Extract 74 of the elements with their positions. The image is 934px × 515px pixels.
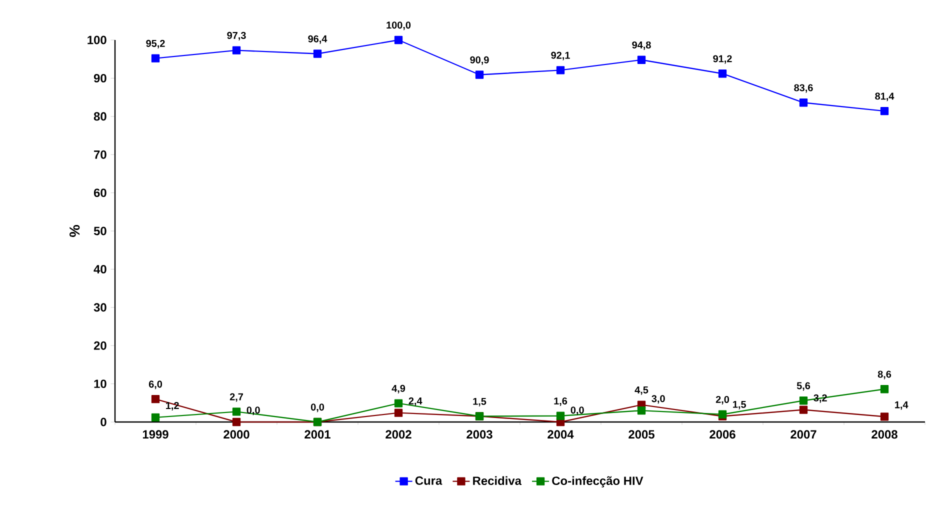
data-label: 1,6 [554,397,568,406]
data-label: 2,4 [408,397,422,406]
x-tick-label: 2000 [224,430,250,439]
point [880,106,889,116]
data-label: 81,4 [875,92,894,102]
data-label: 2,7 [230,393,243,402]
point [880,412,889,421]
y-tick-label: 50 [94,226,106,236]
x-tick-label: 2003 [466,430,492,439]
data-label: 90,9 [470,56,489,65]
point [556,66,565,74]
data-label: 8,6 [878,370,892,380]
y-tick-label: 40 [94,264,106,274]
point [394,408,403,417]
data-label: 95,2 [146,40,165,48]
data-label: 5,6 [796,382,810,391]
point [151,394,160,404]
data-label: 100,0 [386,22,411,30]
point [718,70,727,78]
data-label: 0,0 [310,404,324,412]
x-tick-label: 2005 [628,430,654,439]
point [799,98,808,107]
data-label: 83,6 [794,84,813,93]
point [151,54,160,62]
y-tick-label: 60 [94,188,106,198]
data-label: 4,9 [392,384,406,394]
data-label: 0,0 [246,406,260,416]
x-tick-label: 2006 [710,430,736,439]
data-label: 6,0 [148,380,162,390]
x-tick-label: 1999 [142,430,168,439]
point [880,385,889,394]
point [475,70,484,79]
data-label: 94,8 [632,41,651,50]
point [556,412,565,420]
data-label: 91,2 [713,55,732,64]
y-tick-label: 80 [94,112,106,121]
data-label: 0,0 [570,406,584,416]
x-tick-label: 2007 [790,430,816,439]
data-label: 1,2 [166,402,179,411]
data-label: 4,5 [634,386,648,395]
data-label: 3,0 [652,395,665,404]
y-tick-label: 30 [94,303,106,312]
legend-label: Cura [415,476,442,485]
point [232,46,241,54]
point [799,406,808,414]
point [232,408,241,416]
x-tick-label: 2001 [304,430,330,439]
data-label: 1,5 [473,398,486,406]
point [394,36,403,44]
point [232,418,241,426]
x-tick-label: 2008 [872,430,898,439]
y-tick-label: 20 [94,341,106,350]
data-label: 96,4 [308,35,328,44]
y-axis-title: % [70,225,80,238]
point [151,413,160,422]
point [637,56,646,64]
point [799,396,808,405]
x-tick-label: 2002 [386,430,412,439]
point [637,406,646,415]
data-label: 92,1 [551,52,570,60]
y-tick-label: 90 [94,74,106,82]
legend-label: Co-infecção HIV [552,476,644,488]
point [313,50,322,58]
point [394,399,403,408]
legend-label: Recidiva [473,476,522,486]
data-label: 1,5 [733,400,746,410]
y-tick-label: 100 [88,36,106,44]
data-label: 2,0 [716,396,730,404]
data-label: 1,4 [895,401,908,410]
y-tick-label: 0 [100,418,106,426]
data-label: 97,3 [227,32,246,40]
y-tick-label: 10 [94,380,106,388]
y-tick-label: 70 [94,150,106,159]
x-tick-label: 2004 [548,430,574,439]
